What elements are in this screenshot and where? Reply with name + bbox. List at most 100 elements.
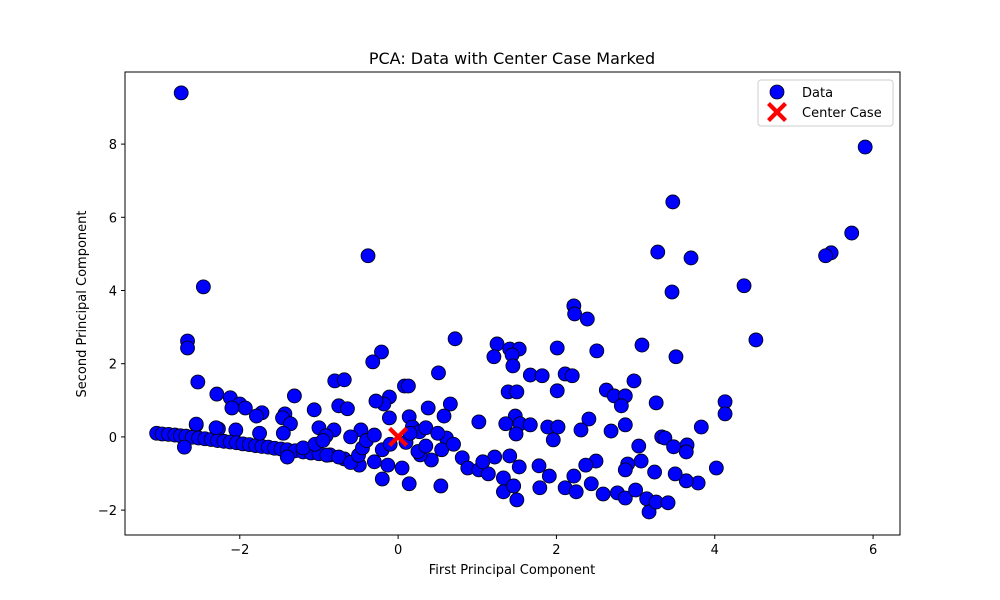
data-point <box>275 425 291 441</box>
plot-frame <box>124 71 901 536</box>
data-point <box>279 449 295 465</box>
data-point <box>498 416 514 432</box>
data-point <box>475 454 491 470</box>
data-point <box>617 462 633 478</box>
data-point <box>857 139 873 155</box>
data-point <box>343 429 359 445</box>
data-point <box>360 248 376 264</box>
center-marker <box>388 426 409 447</box>
data-point <box>315 433 331 448</box>
data-point <box>252 425 267 441</box>
y-tick-label: 2 <box>109 358 117 373</box>
data-point <box>420 400 436 416</box>
x-tick-label: 6 <box>869 543 877 558</box>
data-point <box>365 354 381 370</box>
data-point <box>603 423 619 439</box>
data-point <box>708 460 724 476</box>
data-point <box>509 492 525 508</box>
data-point <box>657 430 673 446</box>
data-point <box>340 401 355 417</box>
y-tick-label: −2 <box>98 504 117 519</box>
data-point <box>717 406 733 422</box>
data-point <box>581 411 597 427</box>
data-point <box>667 466 683 482</box>
chart-title: PCA: Data with Center Case Marked <box>369 49 655 68</box>
data-point <box>382 410 397 426</box>
data-point <box>394 460 410 476</box>
data-point <box>480 466 496 482</box>
data-point <box>433 478 449 494</box>
data-point <box>336 372 352 388</box>
legend-marker <box>769 84 785 100</box>
data-point <box>509 384 525 400</box>
data-point <box>511 459 527 475</box>
data-point <box>578 457 594 473</box>
data-point <box>224 400 240 416</box>
data-point <box>401 378 416 394</box>
data-point <box>287 388 302 404</box>
data-point <box>506 478 522 494</box>
data-point <box>176 439 192 455</box>
data-point <box>583 476 599 492</box>
data-point <box>573 422 589 438</box>
data-point <box>374 344 389 360</box>
x-tick-label: 4 <box>711 543 719 558</box>
data-point <box>660 495 676 511</box>
data-point <box>844 225 860 241</box>
data-point <box>249 408 264 424</box>
data-point <box>436 408 452 424</box>
data-point <box>648 395 664 411</box>
data-point <box>545 432 561 448</box>
data-point <box>430 425 446 441</box>
data-point <box>736 278 752 294</box>
data-point <box>693 419 709 435</box>
data-point <box>567 306 583 322</box>
data-point <box>631 438 647 454</box>
data-point <box>534 368 550 384</box>
legend-label: Center Case <box>802 106 882 121</box>
y-tick-label: 6 <box>109 211 117 226</box>
data-point <box>628 482 643 498</box>
data-point <box>380 457 396 473</box>
data-point <box>626 373 642 389</box>
data-point <box>208 420 224 436</box>
x-tick-label: −2 <box>230 543 249 558</box>
data-point <box>447 331 463 347</box>
data-point <box>180 340 195 356</box>
data-point <box>589 343 605 359</box>
y-tick-label: 8 <box>109 138 117 153</box>
y-tick-label: 0 <box>109 431 117 446</box>
data-point <box>195 279 211 295</box>
data-point <box>374 471 390 487</box>
data-point <box>579 311 595 327</box>
data-point <box>190 374 206 390</box>
data-point <box>306 402 322 418</box>
data-point <box>173 85 189 101</box>
data-point <box>446 436 461 452</box>
data-point <box>442 396 458 412</box>
data-point <box>668 349 684 365</box>
data-point <box>541 468 557 484</box>
data-point <box>531 458 547 474</box>
legend-label: Data <box>802 86 833 101</box>
data-point <box>550 419 566 435</box>
data-point <box>650 244 666 260</box>
x-tick-label: 2 <box>552 543 560 558</box>
data-point <box>564 368 580 384</box>
data-point <box>748 332 764 348</box>
data-point <box>209 386 225 402</box>
data-point <box>549 340 565 356</box>
data-point <box>502 448 518 464</box>
data-point <box>617 490 633 506</box>
data-point <box>664 284 680 300</box>
data-point <box>549 383 565 399</box>
data-point <box>617 417 633 433</box>
data-point <box>431 365 446 381</box>
data-point <box>486 349 502 365</box>
data-point <box>568 484 584 500</box>
data-point <box>595 486 611 502</box>
legend-box <box>757 79 894 127</box>
x-tick-label: 0 <box>394 543 402 558</box>
data-point <box>818 248 833 264</box>
